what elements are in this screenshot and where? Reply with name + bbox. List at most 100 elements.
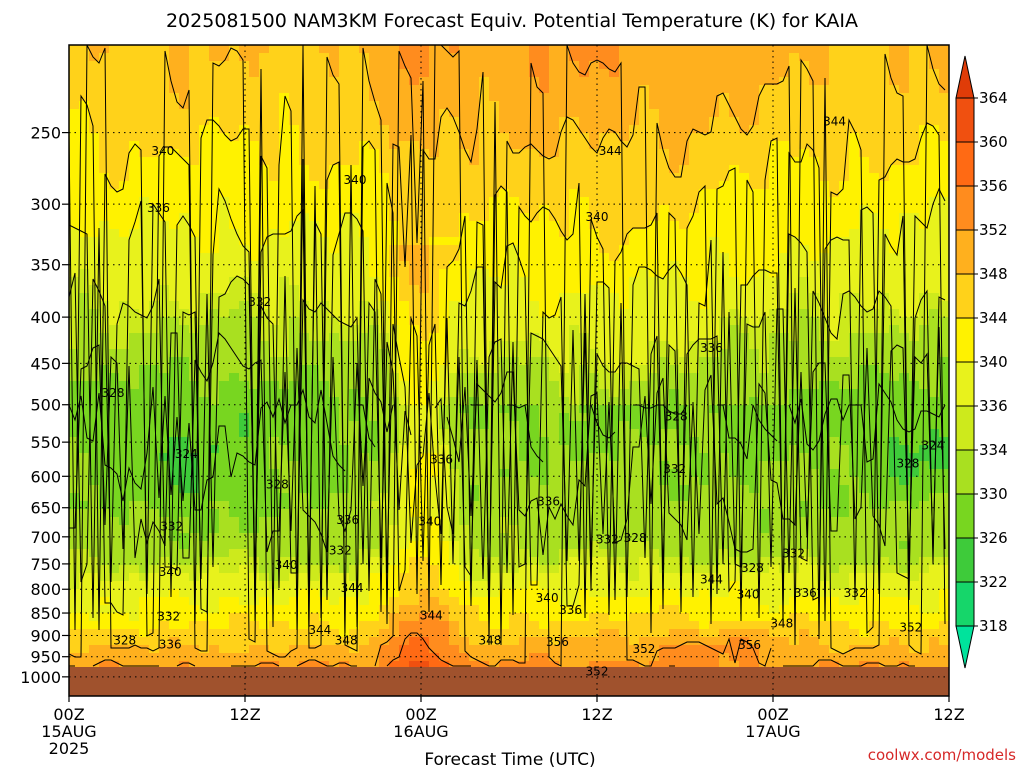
field-cell (529, 621, 540, 630)
field-cell (169, 277, 180, 286)
field-cell (389, 341, 400, 350)
field-cell (79, 453, 90, 462)
field-cell (669, 413, 680, 422)
field-cell (449, 349, 460, 358)
field-cell (539, 77, 550, 86)
field-cell (159, 461, 170, 470)
field-cell (259, 69, 270, 78)
field-cell (299, 413, 310, 422)
field-cell (459, 205, 470, 214)
field-cell (689, 365, 700, 374)
field-cell (109, 477, 120, 486)
field-cell (89, 181, 100, 190)
field-cell (419, 485, 430, 494)
field-cell (159, 429, 170, 438)
field-cell (419, 269, 430, 278)
field-cell (399, 261, 410, 270)
field-cell (639, 269, 650, 278)
field-cell (119, 597, 130, 606)
field-cell (329, 69, 340, 78)
field-cell (399, 573, 410, 582)
field-cell (649, 77, 660, 86)
field-cell (559, 541, 570, 550)
field-cell (429, 501, 440, 510)
field-cell (139, 109, 150, 118)
field-cell (439, 221, 450, 230)
field-cell (409, 141, 420, 150)
field-cell (189, 525, 200, 534)
field-cell (99, 125, 110, 134)
field-cell (209, 45, 220, 54)
field-cell (459, 109, 470, 118)
field-cell (219, 149, 230, 158)
field-cell (209, 541, 220, 550)
field-cell (329, 605, 340, 614)
field-cell (589, 605, 600, 614)
field-cell (89, 453, 100, 462)
field-cell (589, 85, 600, 94)
field-cell (549, 133, 560, 142)
field-cell (299, 61, 310, 70)
field-cell (629, 213, 640, 222)
field-cell (149, 253, 160, 262)
field-cell (529, 237, 540, 246)
field-cell (549, 69, 560, 78)
field-cell (639, 565, 650, 574)
field-cell (649, 293, 660, 302)
field-cell (379, 77, 390, 86)
field-cell (629, 549, 640, 558)
field-cell (309, 69, 320, 78)
field-cell (549, 605, 560, 614)
field-cell (69, 389, 80, 398)
field-cell (549, 501, 560, 510)
field-cell (139, 229, 150, 238)
field-cell (629, 221, 640, 230)
field-cell (559, 213, 570, 222)
field-cell (199, 533, 210, 542)
field-cell (349, 373, 360, 382)
field-cell (169, 661, 180, 670)
field-cell (439, 485, 450, 494)
field-cell (299, 477, 310, 486)
field-cell (249, 277, 260, 286)
field-cell (119, 197, 130, 206)
field-cell (659, 357, 670, 366)
field-cell (389, 149, 400, 158)
field-cell (89, 285, 100, 294)
field-cell (259, 565, 270, 574)
field-cell (299, 365, 310, 374)
field-cell (69, 277, 80, 286)
field-cell (529, 69, 540, 78)
field-cell (199, 101, 210, 110)
field-cell (189, 205, 200, 214)
field-cell (239, 581, 250, 590)
field-cell (509, 237, 520, 246)
field-cell (319, 253, 330, 262)
field-cell (69, 309, 80, 318)
field-cell (699, 93, 710, 102)
field-cell (659, 429, 670, 438)
field-cell (599, 293, 610, 302)
field-cell (679, 149, 690, 158)
field-cell (389, 565, 400, 574)
field-cell (249, 405, 260, 414)
field-cell (229, 285, 240, 294)
field-cell (469, 261, 480, 270)
field-cell (339, 309, 350, 318)
field-cell (229, 133, 240, 142)
field-cell (689, 141, 700, 150)
field-cell (599, 477, 610, 486)
field-cell (309, 341, 320, 350)
field-cell (629, 109, 640, 118)
field-cell (269, 405, 280, 414)
field-cell (619, 557, 630, 566)
field-cell (89, 613, 100, 622)
field-cell (139, 333, 150, 342)
field-cell (629, 653, 640, 662)
field-cell (339, 149, 350, 158)
field-cell (169, 493, 180, 502)
field-cell (689, 581, 700, 590)
field-cell (329, 293, 340, 302)
field-cell (149, 69, 160, 78)
field-cell (299, 653, 310, 662)
